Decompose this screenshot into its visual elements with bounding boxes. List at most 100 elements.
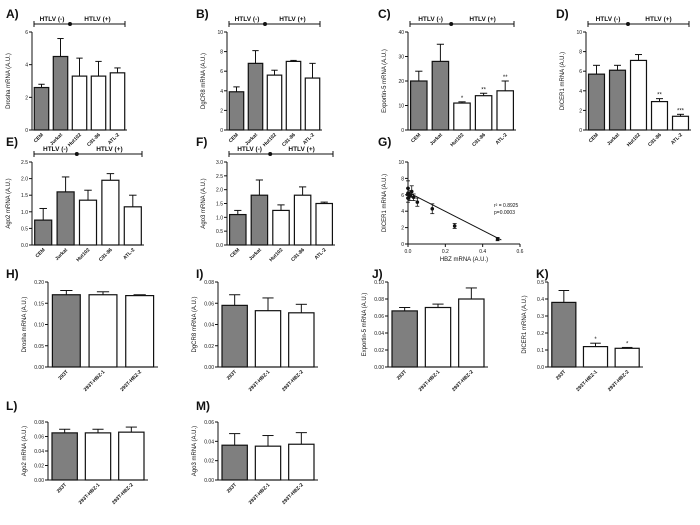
panel-label: F) — [196, 135, 207, 149]
bar-293t-hbz-2 — [458, 298, 485, 368]
bar-atl-2 — [109, 72, 126, 131]
y-tick-label: 8 — [579, 50, 582, 56]
group-label: HTLV (+) — [279, 16, 305, 23]
y-tick-label: 0.10 — [374, 280, 384, 286]
y-tick-label: 6 — [220, 69, 223, 75]
y-tick-label: 1.5 — [216, 202, 223, 208]
x-tick-label: 0.4 — [479, 249, 486, 255]
y-tick-label: 2.0 — [216, 188, 223, 194]
y-axis-label: DgCR8 mRNA (A.U.) — [201, 53, 207, 109]
data-point — [406, 196, 410, 200]
x-tick-label: 293T-HBZ-2 — [281, 482, 305, 506]
y-tick-label: 6 — [579, 69, 582, 75]
y-tick-label: 0.5 — [21, 226, 28, 232]
x-tick-label: Jurkat — [606, 132, 621, 147]
significance-marker: ** — [657, 93, 662, 99]
x-tick-label: CEM — [410, 132, 422, 144]
x-tick-label: 293T — [396, 369, 408, 381]
significance-marker: * — [461, 96, 464, 102]
stats-annotation: p=0.0003 — [494, 210, 515, 216]
panel-f: F) 0.0 0.5 1.0 1.5 2.0 2.5 3.0 Ago3 mRNA (A.U.) C… — [196, 135, 335, 263]
bar-cem — [33, 86, 50, 131]
x-tick-label: Hut102 — [626, 132, 642, 148]
x-tick-label: Jurkat — [244, 132, 259, 147]
bar-c91-86 — [650, 100, 669, 131]
x-tick-label: 0.6 — [517, 249, 524, 255]
x-tick-label: Jurkat — [248, 247, 263, 262]
group-label: HTLV (-) — [40, 16, 65, 23]
y-tick-label: 0.20 — [34, 280, 44, 286]
x-tick-label: ATL-2 — [495, 132, 509, 146]
x-tick-label: 293T-HBZ-1 — [248, 482, 272, 506]
x-tick-label: Hut102 — [67, 132, 83, 148]
y-tick-label: 0.00 — [374, 365, 384, 371]
panel-l: L) 0.00 0.02 0.04 0.06 0.08 Ago2 mRNA (A.U.) 29… — [6, 399, 148, 506]
x-tick-label: Hut102 — [268, 247, 284, 263]
bar-jurkat — [56, 191, 75, 246]
y-tick-label: 6 — [401, 193, 404, 199]
y-tick-label: 0.02 — [204, 459, 214, 465]
y-tick-label: 0.08 — [204, 280, 214, 286]
data-point — [409, 189, 414, 194]
bar-293t — [221, 304, 248, 368]
y-tick-label: 0.04 — [34, 449, 44, 455]
significance-marker: ** — [503, 75, 508, 81]
x-tick-label: ATL-2 — [302, 132, 316, 146]
y-tick-label: 0.08 — [374, 297, 384, 303]
bar-293t-hbz-2 — [288, 312, 315, 368]
panel-label: M) — [196, 399, 210, 413]
bar-atl-2 — [496, 90, 515, 131]
x-tick-label: ATL-2 — [670, 132, 684, 146]
x-tick-label: 293T — [57, 369, 69, 381]
data-point — [430, 206, 435, 211]
y-tick-label: 1.0 — [216, 215, 223, 221]
group-label: HTLV (-) — [235, 16, 260, 23]
bar-293t-hbz-1 — [254, 310, 282, 368]
significance-marker: * — [594, 337, 597, 343]
y-tick-label: 0.00 — [34, 478, 44, 484]
x-tick-label: C91-86 — [98, 247, 114, 263]
panel-label: C) — [378, 7, 391, 21]
y-tick-label: 0.10 — [34, 323, 44, 329]
bar-cem — [228, 213, 247, 246]
x-tick-label: 293T — [226, 369, 238, 381]
y-tick-label: 10 — [398, 160, 404, 166]
group-divider-dot — [626, 22, 630, 26]
x-tick-label: 293T-HBZ-2 — [119, 369, 143, 393]
y-tick-label: 0.00 — [204, 478, 214, 484]
bar-hut102 — [71, 75, 88, 131]
y-tick-label: 10 — [217, 30, 223, 36]
x-tick-label: 293T — [56, 482, 68, 494]
y-tick-label: 0.0 — [216, 243, 223, 249]
panel-label: K) — [536, 267, 549, 281]
group-divider-dot — [268, 152, 273, 156]
bar-c91-86 — [474, 95, 493, 131]
panel-b: B) 0 2 4 6 8 10 DgCR8 mRNA (A.U.) CEM Jurkat Hut10… — [196, 7, 322, 148]
panel-k: K) 0.0 0.1 0.2 0.3 0.4 0.5 DICER1 mRNA (A.U.) 29… — [522, 267, 643, 393]
x-tick-label: Hut102 — [75, 247, 91, 263]
x-tick-label: 0.0 — [405, 249, 412, 255]
bar-atl-2 — [315, 202, 334, 246]
x-tick-label: 293T-HBZ-1 — [575, 369, 599, 393]
significance-marker: * — [626, 341, 629, 347]
y-tick-label: 0.02 — [204, 344, 214, 350]
x-tick-label: ATL-2 — [107, 132, 121, 146]
bar-hut102 — [453, 102, 471, 131]
panel-m: M) 0.00 0.02 0.04 0.06 Ago3 mRNA (A.U.) 293T 29… — [192, 399, 318, 506]
y-tick-label: 1.5 — [21, 193, 28, 199]
panel-label: H) — [6, 267, 19, 281]
y-tick-label: 10 — [398, 104, 404, 110]
group-label: HTLV (+) — [96, 146, 122, 153]
x-tick-label: CEM — [229, 247, 241, 259]
bar-hut102 — [272, 209, 290, 246]
y-tick-label: 2 — [401, 226, 404, 232]
y-tick-label: 4 — [579, 89, 582, 95]
group-label: HTLV (+) — [84, 16, 110, 23]
y-tick-label: 2 — [579, 108, 582, 114]
x-tick-label: Jurkat — [429, 132, 444, 147]
x-tick-label: 293T-HBZ-1 — [248, 369, 272, 393]
bar-c91-86 — [90, 75, 107, 131]
bar-293t — [51, 294, 81, 368]
x-tick-label: 293T-HBZ-2 — [607, 369, 631, 393]
